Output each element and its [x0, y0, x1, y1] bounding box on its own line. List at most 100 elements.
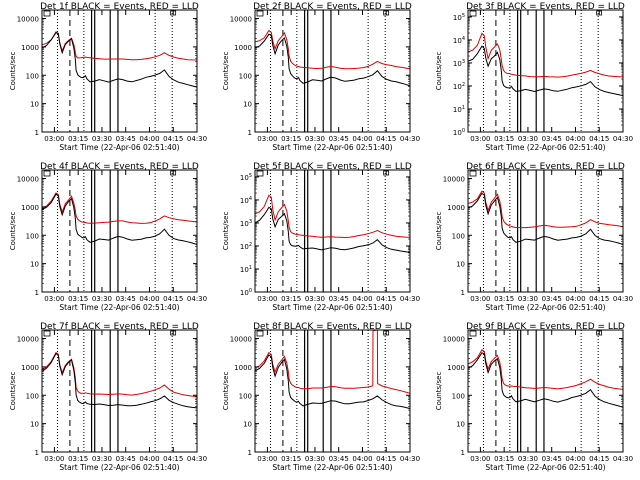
y-tick-label: 1	[35, 289, 39, 297]
x-axis-label: Start Time (22-Apr-06 02:51:40)	[272, 303, 392, 312]
x-tick-label: 04:15	[589, 295, 609, 303]
detector-plot-1: Det 1f BLACK = Events, RED = LLD 1 10 100 10…	[9, 2, 207, 152]
y-tick-label: 1	[35, 129, 39, 137]
corner-box-marker	[256, 170, 264, 177]
plot-frame	[254, 9, 411, 133]
y-tick-label: 10000	[230, 16, 252, 24]
x-tick-label: 03:30	[518, 455, 538, 463]
events-series-line	[254, 206, 411, 253]
plot-frame	[467, 329, 624, 453]
x-tick-label: 04:00	[139, 455, 159, 463]
x-axis-label: Start Time (22-Apr-06 02:51:40)	[272, 463, 392, 472]
x-tick-label: 04:30	[187, 295, 207, 303]
x-tick-label: 04:30	[187, 455, 207, 463]
y-tick-label: 100	[26, 392, 39, 400]
y-tick-label: 100	[240, 288, 252, 297]
events-series-line	[41, 193, 198, 245]
x-tick-label: 03:45	[116, 135, 136, 143]
lld-series-line	[254, 29, 411, 70]
x-axis-label: Start Time (22-Apr-06 02:51:40)	[485, 143, 605, 152]
x-tick-label: 04:30	[400, 295, 420, 303]
y-tick-label: 103	[453, 59, 465, 68]
plot-frame	[41, 9, 198, 133]
x-axis-label: Start Time (22-Apr-06 02:51:40)	[485, 303, 605, 312]
x-tick-label: 03:30	[92, 135, 112, 143]
x-tick-label: 03:45	[329, 295, 349, 303]
x-tick-label: 04:00	[352, 135, 372, 143]
corner-box-marker	[43, 170, 51, 177]
x-tick-label: 04:15	[163, 135, 183, 143]
x-tick-label: 04:30	[187, 135, 207, 143]
x-axis-label: Start Time (22-Apr-06 02:51:40)	[485, 463, 605, 472]
detector-plot-2: Det 2f BLACK = Events, RED = LLD 1 10 100 10…	[222, 2, 420, 152]
events-series-line	[467, 45, 624, 97]
y-tick-label: 105	[240, 173, 252, 182]
x-tick-label: 04:00	[139, 295, 159, 303]
plot-title: Det 8f BLACK = Events, RED = LLD	[253, 322, 412, 332]
y-axis-label: Counts/sec	[222, 212, 230, 251]
x-axis-label: Start Time (22-Apr-06 02:51:40)	[59, 303, 179, 312]
y-tick-label: 101	[453, 105, 465, 114]
x-tick-label: 03:15	[68, 455, 88, 463]
x-tick-label: 04:00	[565, 295, 585, 303]
plot-frame	[41, 329, 198, 453]
detector-plot-4: Det 4f BLACK = Events, RED = LLD 1 10 100 10…	[9, 162, 207, 312]
y-tick-label: 100	[452, 392, 465, 400]
y-axis-label: Counts/sec	[222, 372, 230, 411]
y-tick-label: 104	[240, 196, 252, 205]
y-tick-label: 10000	[17, 336, 39, 344]
y-tick-label: 10000	[443, 176, 465, 184]
y-tick-label: 10	[243, 421, 252, 429]
y-tick-label: 10	[456, 261, 465, 269]
lld-series-line	[254, 194, 411, 239]
events-series-line	[254, 33, 411, 87]
x-tick-label: 04:30	[613, 135, 633, 143]
x-tick-label: 03:30	[305, 455, 325, 463]
detector-plot-3: Det 3f BLACK = Events, RED = LLD 100 101 10…	[435, 2, 633, 152]
x-tick-label: 03:45	[329, 455, 349, 463]
x-tick-label: 03:15	[494, 135, 514, 143]
y-tick-label: 10000	[230, 336, 252, 344]
x-tick-label: 03:30	[92, 295, 112, 303]
y-tick-label: 10	[30, 421, 39, 429]
x-tick-label: 03:45	[542, 295, 562, 303]
y-tick-label: 1	[248, 129, 252, 137]
x-tick-label: 03:00	[257, 135, 277, 143]
y-tick-label: 10000	[443, 336, 465, 344]
y-axis-label: Counts/sec	[9, 372, 17, 411]
x-tick-label: 03:30	[305, 295, 325, 303]
x-tick-label: 04:00	[565, 135, 585, 143]
y-tick-label: 10000	[17, 176, 39, 184]
y-axis-label: Counts/sec	[435, 372, 443, 411]
plot-title: Det 3f BLACK = Events, RED = LLD	[466, 2, 625, 12]
x-tick-label: 04:15	[376, 135, 396, 143]
y-tick-label: 100	[26, 72, 39, 80]
x-tick-label: 03:15	[68, 295, 88, 303]
y-axis-label: Counts/sec	[9, 212, 17, 251]
y-tick-label: 1	[248, 449, 252, 457]
events-series-line	[41, 352, 198, 409]
lld-series-line	[41, 351, 198, 398]
x-tick-label: 03:15	[494, 295, 514, 303]
plot-frame	[254, 169, 411, 293]
x-tick-label: 03:30	[518, 295, 538, 303]
x-tick-label: 03:00	[257, 295, 277, 303]
x-tick-label: 04:30	[400, 455, 420, 463]
y-tick-label: 104	[453, 36, 465, 45]
x-tick-label: 03:00	[44, 295, 64, 303]
x-tick-label: 03:00	[44, 455, 64, 463]
plot-frame	[467, 169, 624, 293]
x-tick-label: 03:45	[329, 135, 349, 143]
y-tick-label: 102	[240, 242, 252, 251]
y-tick-label: 1	[461, 289, 465, 297]
x-tick-label: 03:15	[68, 135, 88, 143]
detector-plot-5: Det 5f BLACK = Events, RED = LLD 100 101 10…	[222, 162, 420, 312]
corner-box-marker	[469, 330, 477, 337]
y-tick-label: 100	[453, 128, 465, 137]
y-tick-label: 1000	[447, 364, 465, 372]
detector-plot-6: Det 6f BLACK = Events, RED = LLD 1 10 100 10…	[435, 162, 633, 312]
lld-series-line	[467, 32, 624, 78]
y-tick-label: 100	[452, 232, 465, 240]
corner-box-marker	[469, 170, 477, 177]
